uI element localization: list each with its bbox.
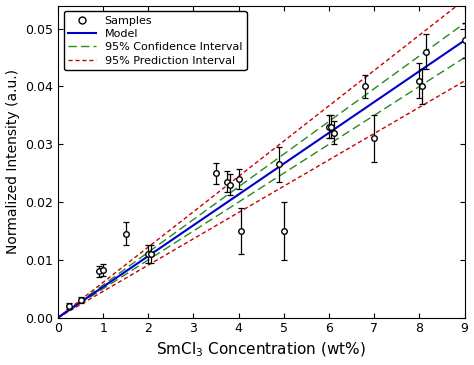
X-axis label: SmCl$_3$ Concentration (wt%): SmCl$_3$ Concentration (wt%): [156, 341, 366, 360]
Y-axis label: Normalized Intensity (a.u.): Normalized Intensity (a.u.): [6, 69, 19, 254]
Legend: Samples, Model, 95% Confidence Interval, 95% Prediction Interval: Samples, Model, 95% Confidence Interval,…: [64, 11, 246, 70]
